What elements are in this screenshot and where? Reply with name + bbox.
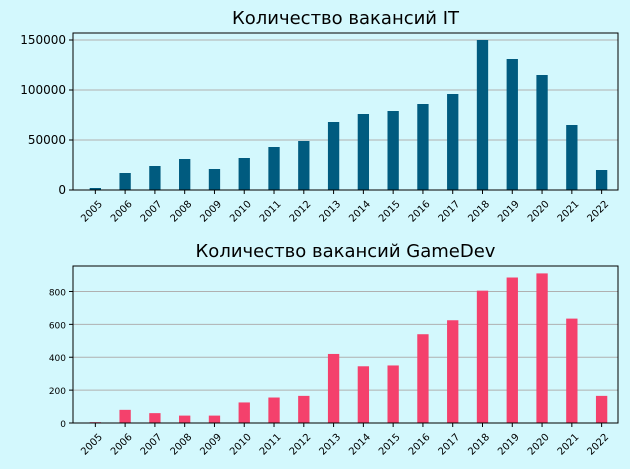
bar-2016 — [417, 104, 429, 190]
chart-title: Количество вакансий GameDev — [196, 241, 496, 262]
bar-2022 — [595, 395, 608, 423]
y-tick-label: 0 — [58, 183, 66, 197]
bar-2012 — [298, 395, 310, 423]
bar-2018 — [476, 290, 489, 423]
x-tick-label: 2007 — [139, 432, 165, 458]
bar-2019 — [506, 59, 518, 190]
x-tick-label: 2012 — [288, 432, 314, 458]
x-tick-label: 2015 — [377, 199, 403, 225]
y-tick-label: 800 — [49, 288, 66, 298]
y-tick-label: 0 — [60, 420, 66, 430]
x-tick-label: 2022 — [585, 199, 611, 225]
bar-2005 — [89, 188, 101, 190]
bar-2011 — [268, 397, 280, 423]
x-tick-label: 2020 — [526, 199, 552, 225]
x-tick-label: 2018 — [466, 199, 492, 225]
bar-2015 — [387, 111, 399, 190]
y-tick-label: 400 — [49, 354, 66, 364]
y-tick-label: 600 — [49, 321, 66, 331]
bar-2021 — [566, 125, 578, 190]
y-tick-label: 50000 — [28, 133, 66, 147]
chart-title: Количество вакансий IT — [232, 8, 460, 29]
bar-2013 — [327, 353, 340, 423]
x-tick-label: 2011 — [258, 432, 284, 458]
bar-2007 — [149, 413, 161, 423]
x-tick-label: 2014 — [347, 199, 373, 225]
y-tick-label: 150000 — [20, 33, 66, 47]
x-tick-label: 2010 — [228, 432, 254, 458]
bar-2009 — [208, 415, 221, 423]
bar-2008 — [179, 159, 191, 190]
bar-2010 — [238, 158, 250, 190]
x-tick-label: 2005 — [79, 432, 105, 458]
y-tick-label: 100000 — [20, 83, 66, 97]
it-vacancies-chart: Количество вакансий IT 0 50000 100000 150000… — [20, 8, 619, 225]
bar-2017 — [447, 94, 459, 190]
x-tick-label: 2013 — [317, 199, 343, 225]
bar-2006 — [119, 173, 131, 190]
x-tick-label: 2017 — [437, 199, 463, 225]
x-tick-label: 2019 — [496, 199, 522, 225]
x-tick-label: 2022 — [585, 432, 611, 458]
x-tick-label: 2020 — [526, 432, 552, 458]
x-tick-label: 2006 — [109, 199, 135, 225]
x-tick-label: 2006 — [109, 432, 135, 458]
x-tick-label: 2009 — [198, 199, 224, 225]
bar-2019 — [506, 277, 518, 423]
x-tick-label: 2017 — [437, 432, 463, 458]
bar-2013 — [327, 122, 340, 190]
bar-2022 — [595, 170, 608, 190]
bar-2021 — [566, 318, 578, 423]
bar-2016 — [417, 334, 429, 423]
x-tick-label: 2016 — [407, 432, 433, 458]
x-tick-label: 2007 — [139, 199, 165, 225]
bar-2014 — [357, 114, 370, 190]
x-tick-label: 2011 — [258, 199, 284, 225]
x-tick-label: 2016 — [407, 199, 433, 225]
x-tick-label: 2010 — [228, 199, 254, 225]
bar-2008 — [179, 415, 191, 423]
x-tick-label: 2015 — [377, 432, 403, 458]
x-tick-label: 2021 — [556, 432, 582, 458]
bar-2011 — [268, 147, 280, 190]
bar-2020 — [536, 273, 548, 423]
y-tick-label: 200 — [49, 387, 66, 397]
x-tick-label: 2012 — [288, 199, 314, 225]
x-tick-label: 2014 — [347, 432, 373, 458]
x-tick-label: 2019 — [496, 432, 522, 458]
bar-2007 — [149, 166, 161, 190]
bar-2018 — [476, 40, 489, 190]
x-tick-label: 2009 — [198, 432, 224, 458]
bar-2006 — [119, 409, 131, 423]
bar-2010 — [238, 402, 250, 423]
bar-2020 — [536, 75, 548, 190]
plot-frame — [72, 32, 619, 191]
bar-2012 — [298, 141, 310, 190]
bar-2017 — [447, 320, 459, 423]
bar-2009 — [208, 169, 221, 190]
x-tick-label: 2021 — [556, 199, 582, 225]
bar-2015 — [387, 365, 399, 423]
gamedev-vacancies-chart: Количество вакансий GameDev 0 200 400 600 800… — [49, 241, 619, 458]
x-tick-label: 2008 — [169, 199, 195, 225]
x-tick-label: 2013 — [317, 432, 343, 458]
plot-frame — [72, 265, 619, 424]
bar-2014 — [357, 366, 370, 423]
x-tick-label: 2008 — [169, 432, 195, 458]
x-tick-label: 2005 — [79, 199, 105, 225]
x-tick-label: 2018 — [466, 432, 492, 458]
